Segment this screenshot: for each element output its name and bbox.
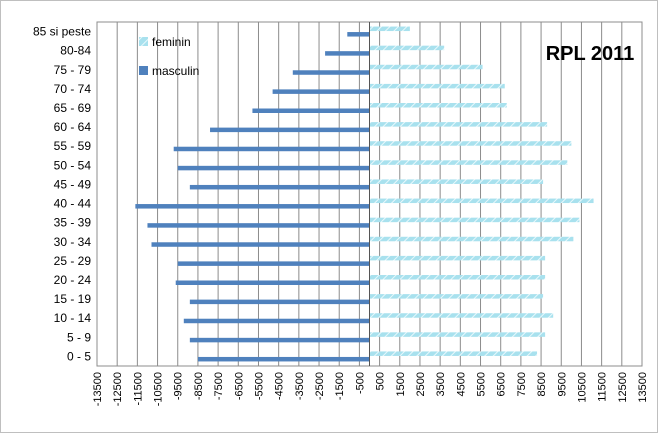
bar-feminin — [369, 313, 554, 318]
bar-masculin — [252, 108, 370, 113]
legend-swatch-masculin — [139, 66, 148, 75]
legend-label-masculin: masculin — [152, 64, 199, 78]
bar-masculin — [292, 70, 370, 75]
bar-masculin — [189, 337, 370, 343]
x-tick-label: -3500 — [294, 372, 306, 400]
x-axis-labels: -13500 -12500 -11500 -10500 -9500 -8500 -7500-… — [92, 372, 649, 406]
bar-masculin — [135, 204, 370, 209]
y-category-label: 0 - 5 — [67, 349, 91, 363]
legend-swatch-feminin — [139, 37, 148, 46]
y-category-label: 45 - 49 — [54, 177, 92, 191]
y-category-label: 80-84 — [60, 44, 91, 58]
y-category-label: 55 - 59 — [54, 139, 92, 153]
bar-masculin — [147, 223, 370, 228]
x-tick-label: 13500 — [637, 372, 649, 403]
legend-label-feminin: feminin — [152, 35, 191, 49]
x-tick-label: -1500 — [334, 372, 346, 400]
bar-masculin — [183, 318, 370, 324]
chart-title: RPL 2011 — [546, 43, 635, 65]
x-tick-label: 2500 — [415, 372, 427, 396]
x-tick-label: -9500 — [173, 372, 185, 400]
x-tick-label: -5500 — [253, 372, 265, 400]
x-tick-label: -12500 — [112, 372, 124, 406]
y-category-label: 75 - 79 — [54, 63, 92, 77]
y-category-label: 25 - 29 — [54, 254, 92, 268]
bar-masculin — [173, 146, 370, 152]
bar-masculin — [177, 165, 370, 171]
bar-feminin — [369, 179, 544, 184]
grid-layer — [96, 22, 643, 366]
bar-feminin — [369, 64, 483, 70]
x-tick-label: 1500 — [395, 372, 407, 396]
bar-feminin — [369, 351, 538, 356]
bar-feminin — [369, 160, 568, 165]
y-category-label: 30 - 34 — [54, 235, 92, 249]
y-category-label: 10 - 14 — [54, 311, 92, 325]
y-category-label: 35 - 39 — [54, 216, 92, 230]
x-tick-label: -13500 — [92, 372, 104, 406]
x-tick-label: -7500 — [213, 372, 225, 400]
y-axis-labels: 0 - 5 5 - 9 10 - 14 15 - 19 20 - 24 25 - 29 30… — [33, 25, 91, 364]
x-tick-label: -10500 — [153, 372, 165, 406]
bar-feminin — [369, 332, 546, 337]
x-tick-label: 7500 — [516, 372, 528, 396]
y-category-label: 15 - 19 — [54, 292, 92, 306]
bar-feminin — [369, 45, 445, 51]
x-tick-label: 11500 — [597, 372, 609, 402]
bars-layer — [135, 26, 594, 362]
y-category-label: 40 - 44 — [54, 197, 92, 211]
x-tick-label: -500 — [354, 372, 366, 394]
bar-masculin — [347, 32, 370, 37]
x-tick-label: 4500 — [455, 372, 467, 396]
bar-feminin — [369, 141, 572, 146]
bar-masculin — [151, 242, 370, 247]
bar-feminin — [369, 103, 507, 108]
bar-masculin — [189, 184, 370, 190]
x-tick-label: 6500 — [496, 372, 508, 396]
x-tick-label: 10500 — [576, 372, 588, 403]
y-category-label: 65 - 69 — [54, 101, 92, 115]
bar-feminin — [369, 255, 546, 261]
bar-feminin — [369, 236, 574, 242]
bar-masculin — [189, 299, 370, 305]
x-tick-label: 9500 — [556, 372, 568, 396]
bar-masculin — [210, 127, 370, 133]
x-tick-label: -2500 — [314, 372, 326, 400]
bar-masculin — [325, 51, 370, 56]
y-category-label: 50 - 54 — [54, 158, 92, 172]
y-category-label: 85 si peste — [33, 25, 91, 39]
x-tick-label: -6500 — [233, 372, 245, 400]
bar-feminin — [369, 217, 580, 223]
bar-masculin — [272, 89, 370, 94]
bar-masculin — [177, 261, 370, 266]
y-category-label: 70 - 74 — [54, 82, 92, 96]
x-tick-label: 8500 — [536, 372, 548, 396]
y-category-label: 5 - 9 — [67, 330, 91, 344]
bar-feminin — [369, 294, 544, 299]
x-tick-label: 5500 — [476, 372, 488, 396]
bar-masculin — [175, 280, 370, 285]
legend: feminin masculin — [139, 35, 199, 78]
x-tick-label: 500 — [375, 372, 387, 390]
bar-feminin — [369, 275, 546, 280]
bar-feminin — [369, 26, 410, 32]
x-tick-label: -8500 — [193, 372, 205, 400]
y-category-label: 20 - 24 — [54, 273, 92, 287]
bar-masculin — [197, 356, 370, 362]
bar-feminin — [369, 198, 594, 204]
y-category-label: 60 - 64 — [54, 120, 92, 134]
x-tick-label: -4500 — [274, 372, 286, 400]
bar-feminin — [369, 122, 548, 127]
x-tick-label: 12500 — [617, 372, 629, 403]
bar-feminin — [369, 83, 505, 89]
x-tick-label: 3500 — [435, 372, 447, 396]
x-tick-label: -11500 — [132, 372, 144, 405]
